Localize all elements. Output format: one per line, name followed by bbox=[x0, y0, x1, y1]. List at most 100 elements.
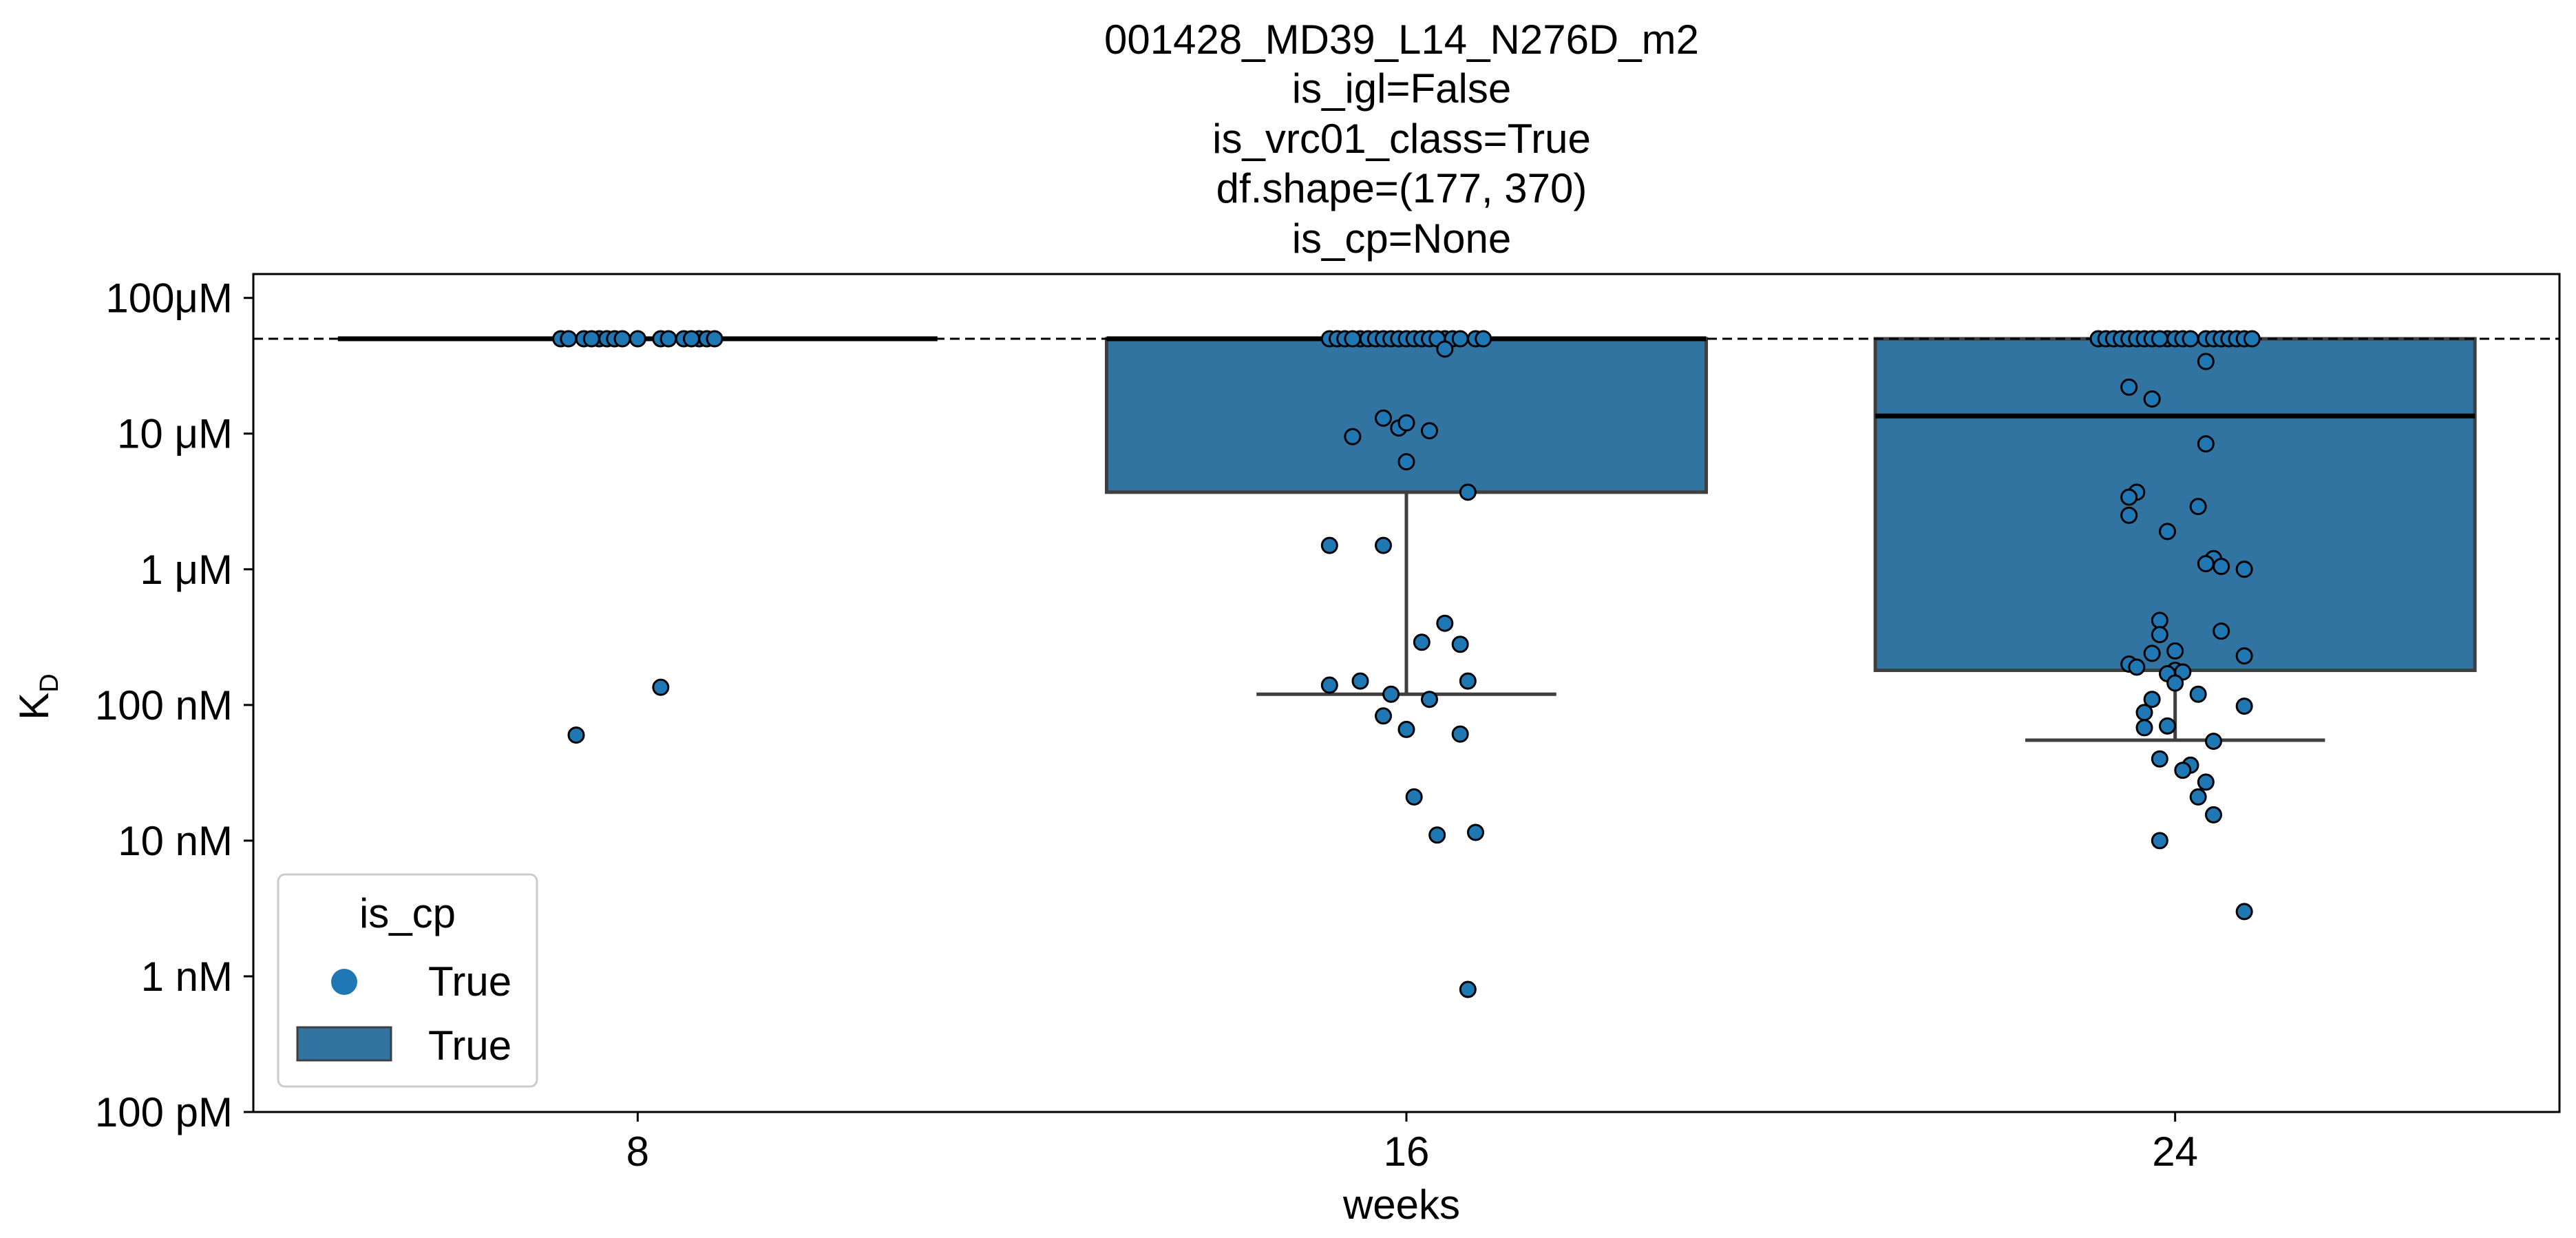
data-point-16-40 bbox=[1451, 725, 1469, 743]
data-point-16-37 bbox=[1421, 691, 1438, 709]
data-point-24-38 bbox=[2235, 647, 2253, 665]
x-tick-label-16: 16 bbox=[1384, 1129, 1430, 1175]
data-point-24-50 bbox=[2159, 717, 2176, 735]
data-point-16-44 bbox=[1459, 980, 1477, 998]
title-line-2: is_igl=False bbox=[1292, 65, 1512, 112]
chart-title: 001428_MD39_L14_N276D_m2 is_igl=False is… bbox=[1104, 17, 1699, 262]
points-layer bbox=[552, 330, 2261, 998]
data-point-16-20 bbox=[1436, 340, 1454, 358]
x-axis-label: weeks bbox=[1342, 1182, 1460, 1228]
data-point-24-27 bbox=[2120, 506, 2138, 524]
title-line-3: is_vrc01_class=True bbox=[1212, 116, 1591, 162]
data-point-16-23 bbox=[1397, 414, 1415, 432]
data-point-24-22 bbox=[2143, 390, 2161, 408]
box-24 bbox=[1873, 337, 2477, 673]
data-point-24-49 bbox=[2135, 719, 2153, 737]
data-point-24-57 bbox=[2205, 806, 2222, 823]
data-point-24-32 bbox=[2235, 560, 2253, 578]
data-point-16-29 bbox=[1375, 536, 1392, 554]
y-axis-label-subscript: D bbox=[35, 673, 64, 692]
legend-entry-point-label: True bbox=[428, 958, 511, 1005]
data-point-24-48 bbox=[2135, 704, 2153, 722]
data-point-16-24 bbox=[1344, 428, 1362, 445]
data-point-24-44 bbox=[2166, 674, 2184, 692]
data-point-16-21 bbox=[1375, 409, 1392, 427]
data-point-24-30 bbox=[2197, 555, 2215, 573]
title-line-5: is_cp=None bbox=[1292, 216, 1512, 262]
data-point-16-31 bbox=[1413, 633, 1430, 651]
data-point-24-59 bbox=[2235, 903, 2253, 921]
x-tick-label-24: 24 bbox=[2152, 1129, 2198, 1175]
data-point-24-23 bbox=[2197, 435, 2215, 453]
y-tick-label-2: 1 μM bbox=[140, 547, 233, 593]
y-axis-ticks: 100μM 10 μM 1 μM 100 nM 10 nM 1 nM 100 pM bbox=[95, 275, 253, 1135]
data-point-24-40 bbox=[2128, 658, 2146, 676]
data-point-24-34 bbox=[2151, 626, 2168, 644]
data-point-24-26 bbox=[2189, 498, 2207, 516]
data-point-24-20 bbox=[2197, 353, 2215, 370]
data-point-16-28 bbox=[1320, 536, 1338, 554]
data-point-16-38 bbox=[1375, 707, 1392, 725]
legend-box-marker bbox=[296, 1026, 392, 1062]
data-point-24-19 bbox=[2151, 330, 2168, 348]
data-point-16-27 bbox=[1459, 483, 1477, 501]
data-point-24-28 bbox=[2159, 523, 2176, 541]
data-point-8-16 bbox=[567, 726, 585, 744]
data-point-16-42 bbox=[1428, 826, 1446, 844]
data-point-8-6 bbox=[613, 330, 631, 348]
data-point-8-15 bbox=[683, 330, 700, 348]
data-point-8-13 bbox=[706, 330, 724, 348]
legend-point-marker bbox=[331, 969, 357, 995]
data-point-8-7 bbox=[629, 330, 646, 348]
data-point-24-37 bbox=[2143, 644, 2161, 662]
y-tick-label-0: 100μM bbox=[105, 275, 233, 322]
data-point-8-17 bbox=[652, 678, 670, 696]
data-point-24-55 bbox=[2197, 773, 2215, 791]
data-point-24-45 bbox=[2189, 685, 2207, 703]
data-point-24-47 bbox=[2235, 697, 2253, 715]
data-point-24-31 bbox=[2213, 558, 2230, 576]
data-point-24-51 bbox=[2205, 733, 2222, 751]
data-point-8-14 bbox=[582, 330, 600, 348]
data-point-16-32 bbox=[1451, 636, 1469, 653]
data-point-24-56 bbox=[2189, 788, 2207, 806]
data-point-16-43 bbox=[1467, 823, 1484, 841]
legend-title: is_cp bbox=[359, 890, 456, 936]
data-point-16-41 bbox=[1405, 788, 1423, 806]
title-line-1: 001428_MD39_L14_N276D_m2 bbox=[1104, 17, 1699, 63]
data-point-24-21 bbox=[2120, 378, 2138, 396]
y-tick-label-6: 100 pM bbox=[95, 1089, 233, 1135]
data-point-16-36 bbox=[1382, 685, 1400, 703]
title-line-4: df.shape=(177, 370) bbox=[1216, 165, 1587, 211]
y-tick-label-4: 10 nM bbox=[118, 818, 233, 864]
data-point-8-1 bbox=[560, 330, 578, 348]
data-point-16-25 bbox=[1421, 422, 1438, 440]
y-tick-label-1: 10 μM bbox=[117, 411, 233, 457]
data-point-24-36 bbox=[2166, 642, 2184, 660]
data-point-16-18 bbox=[1344, 330, 1362, 348]
x-tick-label-8: 8 bbox=[626, 1129, 649, 1175]
data-point-16-26 bbox=[1397, 453, 1415, 471]
y-axis-label: KD bbox=[11, 673, 64, 720]
data-point-16-34 bbox=[1320, 676, 1338, 694]
y-tick-label-3: 100 nM bbox=[95, 682, 233, 728]
data-point-24-58 bbox=[2151, 832, 2168, 850]
data-point-24-18 bbox=[2243, 330, 2261, 348]
y-tick-label-5: 1 nM bbox=[141, 954, 233, 1000]
legend: is_cp True True bbox=[277, 873, 538, 1088]
data-point-8-9 bbox=[659, 330, 677, 348]
data-point-24-46 bbox=[2143, 691, 2161, 709]
data-point-24-11 bbox=[2182, 330, 2199, 348]
data-point-16-17 bbox=[1475, 330, 1492, 348]
data-point-16-30 bbox=[1436, 614, 1454, 632]
data-point-24-35 bbox=[2213, 622, 2230, 640]
data-point-24-54 bbox=[2174, 762, 2192, 779]
data-point-24-52 bbox=[2151, 750, 2168, 768]
data-point-16-35 bbox=[1351, 672, 1369, 690]
data-point-24-25 bbox=[2120, 488, 2138, 506]
data-point-16-33 bbox=[1459, 672, 1477, 690]
data-point-16-39 bbox=[1397, 720, 1415, 738]
data-point-16-15 bbox=[1451, 330, 1469, 348]
x-axis-ticks: 8 16 24 bbox=[626, 1112, 2198, 1175]
